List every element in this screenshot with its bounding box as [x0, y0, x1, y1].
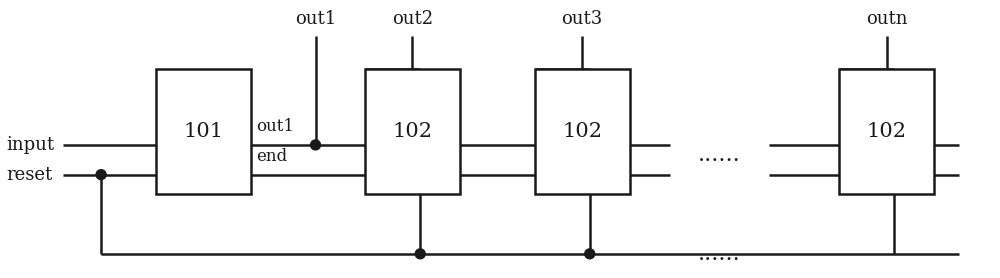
Text: reset: reset	[6, 166, 53, 184]
Text: 102: 102	[393, 122, 433, 141]
Circle shape	[415, 249, 425, 259]
Text: 102: 102	[562, 122, 602, 141]
Text: ......: ......	[698, 144, 741, 166]
Bar	[839, 69, 934, 194]
Circle shape	[585, 249, 595, 259]
Text: outn: outn	[866, 10, 908, 28]
Bar	[535, 69, 630, 194]
Text: end: end	[256, 148, 287, 165]
Text: ......: ......	[698, 243, 741, 265]
Text: 101: 101	[183, 122, 223, 141]
Circle shape	[96, 170, 106, 180]
Bar	[156, 69, 251, 194]
Text: out3: out3	[561, 10, 602, 28]
Text: out1: out1	[256, 118, 294, 135]
Text: out2: out2	[392, 10, 433, 28]
Text: input: input	[6, 136, 54, 154]
Circle shape	[311, 140, 320, 150]
Text: out1: out1	[295, 10, 336, 28]
Bar	[365, 69, 460, 194]
Text: 102: 102	[866, 122, 906, 141]
